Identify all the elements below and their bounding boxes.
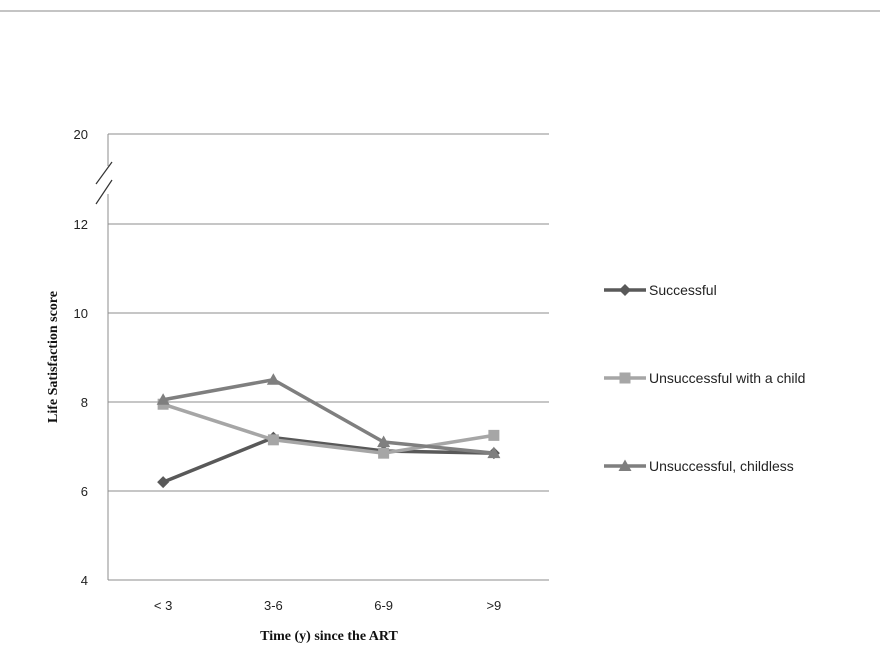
x-tick-labels: < 3 3-6 6-9 >9: [154, 598, 501, 613]
x-tick-label: < 3: [154, 598, 172, 613]
series-unsuccessful-childless: [156, 373, 501, 459]
legend: Successful Unsuccessful with a child Unsuc…: [604, 282, 805, 474]
y-tick-label: 12: [74, 217, 88, 232]
legend-label: Unsuccessful, childless: [649, 458, 794, 474]
data-point: [156, 393, 170, 405]
data-point: [267, 434, 279, 446]
gridlines: [108, 133, 549, 492]
x-tick-label: >9: [486, 598, 501, 613]
series-successful: [157, 431, 500, 489]
y-tick-label: 20: [74, 127, 88, 142]
data-point: [487, 446, 501, 459]
legend-item: Unsuccessful, childless: [604, 458, 794, 474]
y-tick-label: 4: [81, 573, 88, 588]
legend-swatch-marker: [619, 372, 631, 384]
x-axis-title: Time (y) since the ART: [260, 629, 398, 644]
y-tick-labels: 4 6 8 10 12 20: [74, 127, 88, 588]
x-tick-label: 6-9: [374, 598, 393, 613]
y-tick-label: 10: [74, 306, 88, 321]
series-line: [162, 378, 495, 455]
legend-label: Successful: [649, 282, 717, 298]
axis-break-mark: [95, 161, 116, 205]
data-point: [488, 429, 500, 441]
axes: [95, 134, 549, 581]
data-point: [266, 373, 280, 385]
data-point: [378, 447, 390, 459]
series-line: [162, 402, 495, 455]
y-tick-label: 6: [81, 484, 88, 499]
x-tick-label: 3-6: [264, 598, 283, 613]
y-tick-label: 8: [81, 395, 88, 410]
y-axis-title: Life Satisfaction score: [46, 291, 61, 423]
series-line: [162, 435, 494, 484]
data-point: [157, 476, 170, 489]
legend-label: Unsuccessful with a child: [649, 370, 805, 386]
legend-swatch-marker: [619, 284, 631, 296]
data-series: [156, 373, 501, 489]
legend-item: Unsuccessful with a child: [604, 370, 805, 386]
legend-swatch-marker: [618, 459, 632, 471]
data-point: [377, 435, 391, 448]
legend-item: Successful: [604, 282, 717, 298]
